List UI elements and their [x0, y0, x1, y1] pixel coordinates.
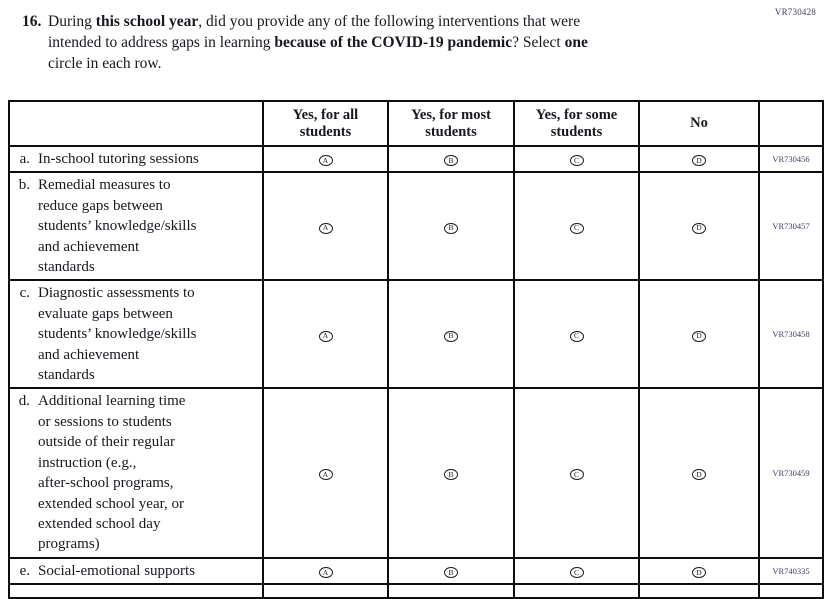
response-grid-table: Yes, for all students Yes, for most stud…: [8, 100, 824, 599]
question-text: During this school year, did you provide…: [48, 11, 742, 74]
row-label-cell: b. Remedial measures to reduce gaps betw…: [8, 171, 264, 282]
option-cell-d: D: [638, 171, 760, 282]
option-cell-d: D: [638, 144, 760, 174]
option-cell-d: D: [638, 279, 760, 390]
option-circle-d[interactable]: D: [692, 222, 706, 234]
row-label-cell: c. Diagnostic assessments to evaluate ga…: [8, 279, 264, 390]
option-cell-a: A: [262, 144, 389, 174]
option-cell-c: C: [513, 279, 640, 390]
option-circle-a[interactable]: A: [318, 155, 333, 167]
option-circle-a[interactable]: A: [318, 469, 333, 481]
questionnaire-page: { "page_code": "VR730428", "question": {…: [8, 7, 824, 599]
header-yes-most: Yes, for most students: [387, 100, 515, 147]
row-label: Additional learning time or sessions to …: [38, 393, 186, 553]
option-cell-c: C: [513, 387, 640, 559]
option-circle-d[interactable]: D: [692, 567, 706, 579]
option-cell-c: C: [513, 556, 640, 586]
option-circle-b[interactable]: B: [444, 155, 458, 167]
table-row-cutoff: [8, 583, 824, 599]
option-circle-d[interactable]: D: [692, 330, 706, 342]
option-circle-b[interactable]: B: [444, 330, 458, 342]
option-circle-a[interactable]: A: [318, 222, 333, 234]
row-code: VR730458: [758, 279, 824, 390]
option-cell-d: D: [638, 387, 760, 559]
option-circle-a[interactable]: A: [318, 567, 333, 579]
cutoff-cell: [262, 583, 389, 599]
option-cell-a: A: [262, 387, 389, 559]
option-circle-b[interactable]: B: [444, 222, 458, 234]
row-label: In-school tutoring sessions: [38, 151, 199, 167]
header-empty-cell: [8, 100, 264, 147]
form-code-top-right: VR730428: [774, 7, 816, 17]
header-row: Yes, for all students Yes, for most stud…: [8, 100, 824, 147]
option-cell-b: B: [387, 279, 515, 390]
row-label: Social-emotional supports: [38, 562, 196, 579]
row-letter: c.: [19, 285, 30, 302]
option-circle-c[interactable]: C: [569, 567, 584, 579]
question-block: 16. During this school year, did you pro…: [22, 11, 742, 74]
header-yes-some: Yes, for some students: [513, 100, 640, 147]
option-circle-d[interactable]: D: [692, 155, 706, 167]
option-circle-d[interactable]: D: [692, 469, 706, 481]
row-label-cell: e. Social-emotional supports: [8, 556, 264, 586]
row-label: Diagnostic assessments to evaluate gaps …: [38, 285, 197, 384]
row-label-cell: a. In-school tutoring sessions: [8, 144, 264, 174]
table-row-b: b. Remedial measures to reduce gaps betw…: [8, 171, 824, 282]
option-cell-a: A: [262, 556, 389, 586]
row-label: Remedial measures to reduce gaps between…: [38, 177, 197, 276]
cutoff-cell: [513, 583, 640, 599]
table-row-e: e. Social-emotional supports A B C D VR7…: [8, 556, 824, 586]
question-segment: During: [48, 13, 96, 30]
row-code: VR730456: [758, 144, 824, 174]
header-yes-all: Yes, for all students: [262, 100, 389, 147]
option-circle-c[interactable]: C: [569, 330, 584, 342]
option-cell-b: B: [387, 171, 515, 282]
cutoff-cell: [638, 583, 760, 599]
row-code: VR730459: [758, 387, 824, 559]
option-cell-d: D: [638, 556, 760, 586]
table-row-a: a. In-school tutoring sessions A B C D V…: [8, 144, 824, 174]
header-no: No: [638, 100, 760, 147]
table-row-d: d. Additional learning time or sessions …: [8, 387, 824, 559]
table-row-c: c. Diagnostic assessments to evaluate ga…: [8, 279, 824, 390]
question-segment: circle in each row.: [48, 55, 162, 72]
option-cell-a: A: [262, 279, 389, 390]
option-cell-a: A: [262, 171, 389, 282]
option-cell-b: B: [387, 556, 515, 586]
question-number: 16.: [22, 13, 42, 30]
question-segment: ? Select: [512, 34, 565, 51]
row-letter: e.: [19, 562, 30, 579]
cutoff-cell: [8, 583, 264, 599]
option-circle-b[interactable]: B: [444, 469, 458, 481]
option-cell-b: B: [387, 144, 515, 174]
option-circle-c[interactable]: C: [569, 469, 584, 481]
row-letter: d.: [18, 393, 30, 410]
row-label-cell: d. Additional learning time or sessions …: [8, 387, 264, 559]
question-segment-bold: because of the COVID-19 pandemic: [274, 34, 513, 51]
row-code: VR730457: [758, 171, 824, 282]
option-circle-a[interactable]: A: [318, 330, 333, 342]
cutoff-cell: [387, 583, 515, 599]
option-circle-b[interactable]: B: [444, 567, 458, 579]
option-cell-c: C: [513, 144, 640, 174]
option-cell-c: C: [513, 171, 640, 282]
row-code: VR740335: [758, 556, 824, 586]
question-segment: , did you provide any of the following i…: [48, 13, 581, 51]
row-letter: a.: [19, 151, 30, 167]
option-circle-c[interactable]: C: [569, 222, 584, 234]
row-letter: b.: [18, 177, 30, 194]
cutoff-cell: [758, 583, 824, 599]
header-code-cell: [758, 100, 824, 147]
option-circle-c[interactable]: C: [569, 155, 584, 167]
question-segment-bold: one: [564, 34, 588, 51]
option-cell-b: B: [387, 387, 515, 559]
question-segment-bold: this school year: [95, 13, 199, 30]
